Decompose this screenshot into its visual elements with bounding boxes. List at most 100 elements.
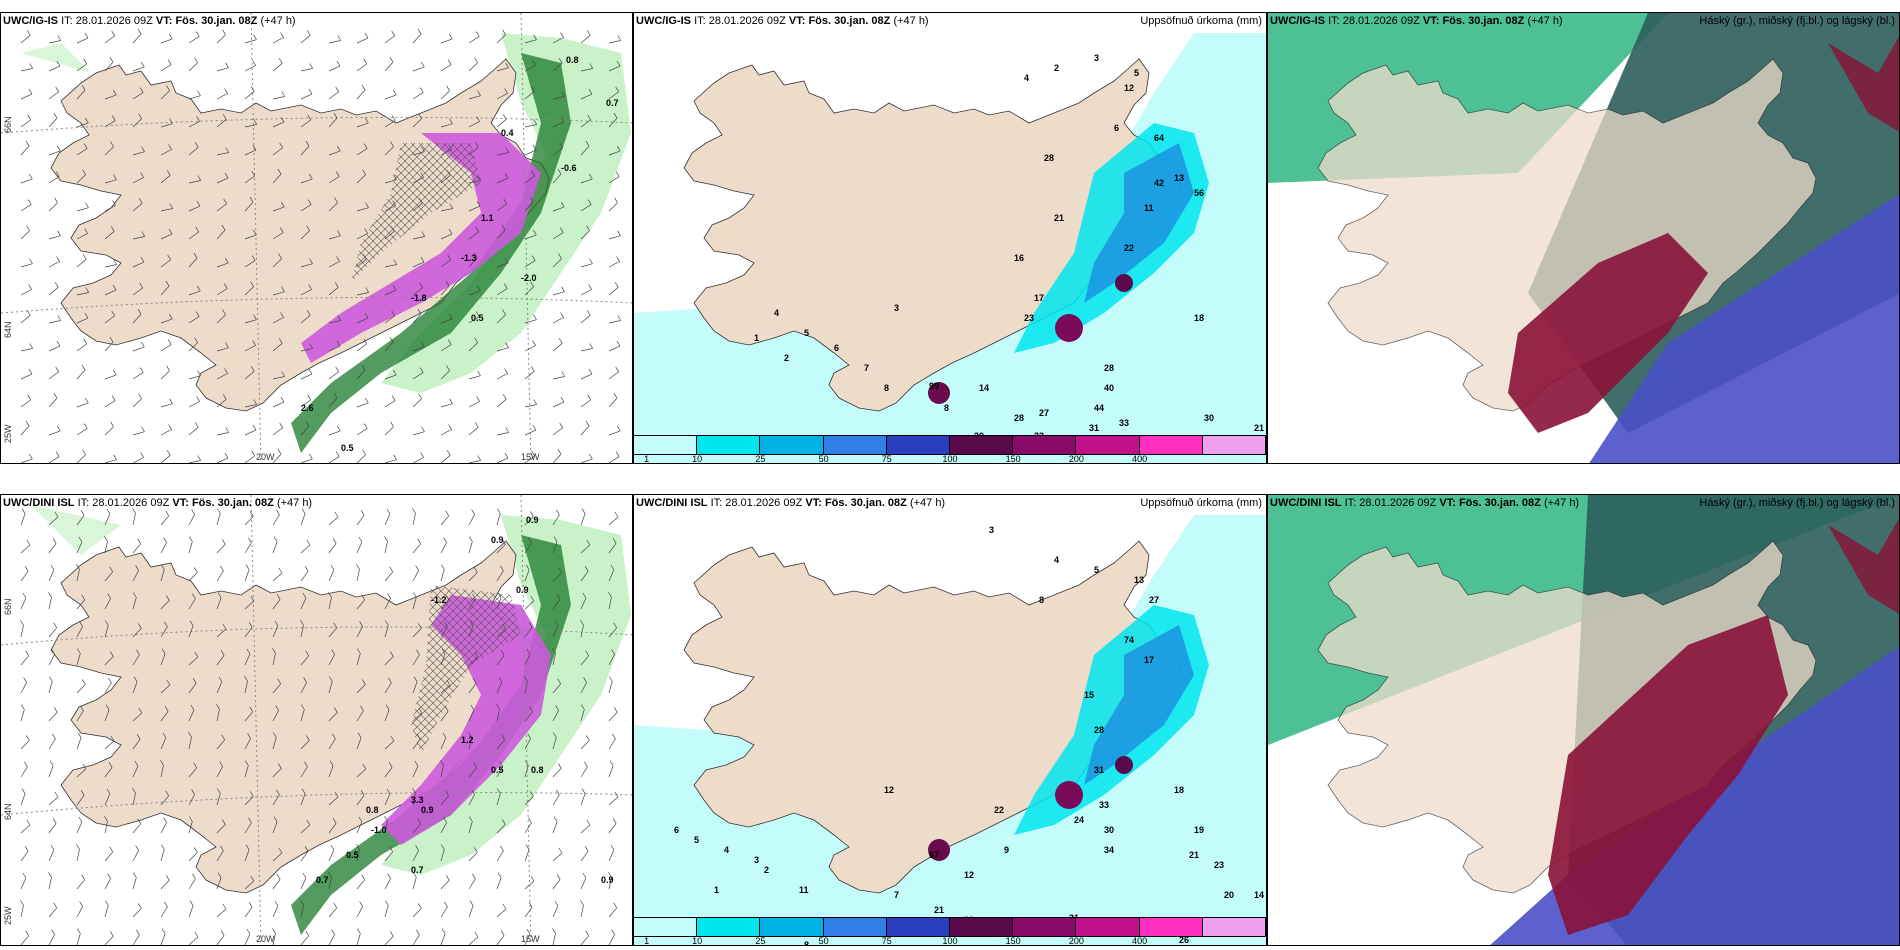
map-value-label: 22 [1124, 243, 1135, 253]
panel-right-title: Háský (gr.), miðský (fj.bl.) og lágský (… [1699, 15, 1895, 27]
map-value-label: 27 [1149, 595, 1160, 605]
colorbar-swatch [1076, 918, 1140, 936]
map-panel-precip: 1 10 25 50 75 100 150 200 400 UWC/IG-IS IT: 28.0… [633, 12, 1267, 464]
panel-title: UWC/IG-IS IT: 28.01.2026 09Z VT: Fös. 30… [636, 15, 929, 27]
map-value-label: 0.7 [316, 875, 329, 885]
it-time: 28.01.2026 09Z [1342, 15, 1420, 27]
map-value-label: 13 [1174, 173, 1185, 183]
map-value-label: 5 [804, 328, 810, 338]
map-value-label: 31 [1089, 423, 1100, 433]
colorbar-swatch [823, 918, 887, 936]
map-value-label: 3 [754, 855, 760, 865]
map-value-label: 28 [1094, 725, 1105, 735]
colorbar-swatch [1013, 436, 1077, 454]
lat-label: 64N [3, 321, 13, 338]
colorbar-swatch [1139, 436, 1203, 454]
map-value-label: 6 [1114, 123, 1120, 133]
map-panel-wind: UWC/DINI ISL IT: 28.01.2026 09Z VT: Fös.… [0, 494, 633, 946]
map-value-label: -1.8 [411, 293, 427, 303]
map-value-label: -1.2 [431, 595, 447, 605]
map-value-label: 1.1 [481, 213, 494, 223]
vt-time: Fös. 30.jan. 08Z [175, 15, 258, 27]
colorbar-tick: 75 [881, 936, 892, 946]
map-value-label: 17 [1034, 293, 1045, 303]
it-time: 28.01.2026 09Z [725, 497, 803, 509]
map-value-label: 6 [674, 825, 680, 835]
map-value-label: 44 [1094, 403, 1105, 413]
map-value-label: 64 [1154, 133, 1165, 143]
map-value-label: 22 [994, 805, 1005, 815]
colorbar-swatch [1076, 436, 1140, 454]
colorbar-tick: 1 [644, 454, 650, 464]
map-canvas [1, 495, 632, 945]
colorbar: 1 10 25 50 75 100 150 200 400 [634, 917, 1266, 945]
vt-label: VT: [155, 15, 173, 27]
lead-time: (+47 h) [260, 15, 296, 27]
lon-label: 15W [521, 934, 540, 944]
map-value-label: 23 [1024, 313, 1035, 323]
map-value-label: 99 [929, 381, 940, 391]
vt-time: Fös. 30.jan. 08Z [808, 15, 891, 27]
colorbar-swatch [1139, 918, 1203, 936]
vt-label: VT: [805, 497, 822, 509]
vt-time: Fös. 30.jan. 08Z [824, 497, 907, 509]
lead-time: (+47 h) [893, 15, 929, 27]
lead-time: (+47 h) [1543, 497, 1580, 509]
colorbar-tick: 10 [692, 454, 703, 464]
panel-right-title: Háský (gr.), miðský (fj.bl.) og lágský (… [1699, 497, 1895, 509]
vt-label: VT: [1439, 497, 1456, 509]
colorbar-tick: 50 [818, 454, 829, 464]
map-value-label: 7 [894, 890, 900, 900]
map-value-label: 28 [1044, 153, 1055, 163]
map-value-label: 0.5 [491, 765, 504, 775]
map-value-label: 0.8 [531, 765, 544, 775]
map-value-label: 4 [724, 845, 730, 855]
colorbar-swatch [823, 436, 887, 454]
lead-time: (+47 h) [276, 497, 313, 509]
colorbar-tick: 200 [1068, 454, 1084, 464]
map-value-label: 5 [694, 835, 700, 845]
map-value-label: 28 [1014, 413, 1025, 423]
vt-label: VT: [1422, 15, 1440, 27]
map-canvas [1, 13, 632, 463]
map-value-label: 8 [1039, 595, 1045, 605]
map-value-label: 5 [1134, 68, 1140, 78]
colorbar-tick: 25 [755, 936, 766, 946]
map-value-label: 0.4 [501, 128, 514, 138]
colorbar-swatch [1013, 918, 1077, 936]
vt-label: VT: [172, 497, 189, 509]
colorbar-tick: 50 [818, 936, 829, 946]
colorbar: 1 10 25 50 75 100 150 200 400 [634, 435, 1266, 463]
colorbar-swatch [760, 436, 824, 454]
map-value-label: 0.9 [601, 875, 614, 885]
map-value-label: 5 [1094, 565, 1100, 575]
lat-label: 66N [3, 116, 13, 133]
map-value-label: 2 [784, 353, 790, 363]
map-value-label: 18 [1174, 785, 1185, 795]
it-time: 28.01.2026 09Z [1359, 497, 1437, 509]
panel-title: UWC/DINI ISL IT: 28.01.2026 09Z VT: Fös.… [3, 497, 312, 509]
map-value-label: 0.9 [421, 805, 434, 815]
colorbar-swatch [886, 436, 951, 454]
it-time: 28.01.2026 09Z [92, 497, 170, 509]
map-value-label: 12 [1124, 83, 1135, 93]
map-panel-wind: UWC/IG-IS IT: 28.01.2026 09Z VT: Fös. 30… [0, 12, 633, 464]
map-value-label: 20 [1224, 890, 1235, 900]
map-value-label: 9 [1004, 845, 1010, 855]
panel-title: UWC/IG-IS IT: 28.01.2026 09Z VT: Fös. 30… [3, 15, 296, 27]
it-label: IT: [1328, 15, 1340, 27]
map-value-label: 0.9 [491, 535, 504, 545]
it-time: 28.01.2026 09Z [708, 15, 786, 27]
panel-right-title: Uppsöfnuð úrkoma (mm) [1140, 497, 1262, 509]
colorbar-swatch [634, 436, 698, 454]
lead-time: (+47 h) [909, 497, 946, 509]
map-value-label: 30 [1204, 413, 1215, 423]
model-name: UWC/IG-IS [636, 15, 691, 27]
map-value-label: 11 [799, 885, 809, 895]
map-value-label: 14 [1254, 890, 1265, 900]
colorbar-tick: 1 [644, 936, 650, 946]
panel-title: UWC/DINI ISL IT: 28.01.2026 09Z VT: Fös.… [1270, 497, 1579, 509]
map-value-label: 15 [1084, 690, 1095, 700]
map-value-label: 21 [1189, 850, 1200, 860]
colorbar-swatch [1202, 436, 1266, 454]
